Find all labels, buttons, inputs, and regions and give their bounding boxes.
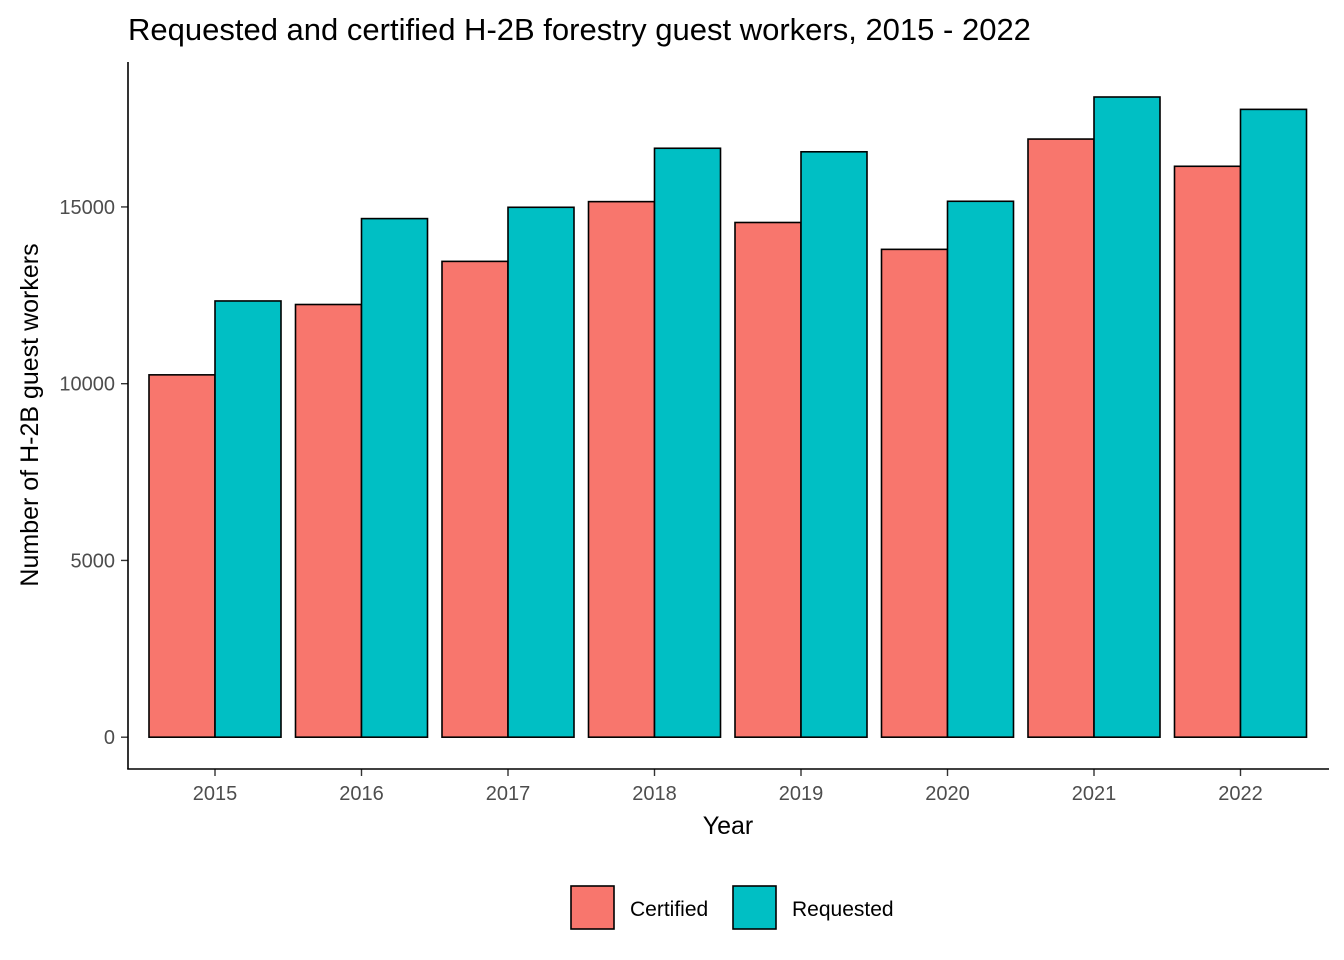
x-tick-label-2022: 2022 — [1218, 783, 1263, 805]
bar-requested-2022 — [1239, 108, 1308, 738]
legend-label-certified: Certified — [630, 898, 708, 921]
bar-certified-2019 — [734, 221, 802, 738]
bars-group — [148, 96, 1308, 738]
bar-certified-2017 — [441, 260, 509, 738]
x-axis-ticks: 2015 2016 2017 2018 2019 2020 2021 2022 — [193, 769, 1263, 805]
bar-certified-2022 — [1173, 165, 1242, 738]
legend-swatch-requested — [732, 885, 777, 930]
x-axis-title: Year — [703, 812, 754, 840]
y-tick-label-10000: 10000 — [59, 374, 115, 396]
bar-certified-2015 — [148, 374, 216, 738]
bar-requested-2016 — [360, 217, 429, 738]
bar-certified-2016 — [294, 303, 363, 738]
bar-certified-2021 — [1027, 138, 1095, 738]
x-tick-label-2015: 2015 — [193, 783, 238, 805]
bar-requested-2018 — [653, 147, 722, 738]
y-tick-label-15000: 15000 — [59, 197, 115, 219]
y-tick-label-5000: 5000 — [71, 550, 116, 572]
bar-requested-2015 — [214, 300, 282, 738]
chart-title: Requested and certified H-2B forestry gu… — [128, 12, 1031, 47]
bar-requested-2021 — [1093, 96, 1161, 738]
y-axis-ticks: 0 5000 10000 15000 — [59, 197, 128, 749]
legend-swatch-certified — [570, 885, 615, 930]
legend: Certified Requested — [570, 885, 894, 930]
x-tick-label-2017: 2017 — [486, 783, 531, 805]
x-tick-label-2016: 2016 — [339, 783, 384, 805]
bar-certified-2020 — [880, 248, 949, 738]
x-tick-label-2020: 2020 — [925, 783, 970, 805]
y-tick-label-0: 0 — [104, 727, 115, 749]
bar-requested-2020 — [946, 200, 1015, 738]
x-tick-label-2021: 2021 — [1072, 783, 1117, 805]
y-axis-title: Number of H-2B guest workers — [16, 243, 44, 586]
bar-requested-2019 — [800, 150, 868, 738]
x-tick-label-2018: 2018 — [632, 783, 677, 805]
x-tick-label-2019: 2019 — [779, 783, 824, 805]
bar-requested-2017 — [507, 206, 575, 738]
bar-certified-2018 — [587, 200, 656, 738]
legend-label-requested: Requested — [792, 898, 894, 921]
